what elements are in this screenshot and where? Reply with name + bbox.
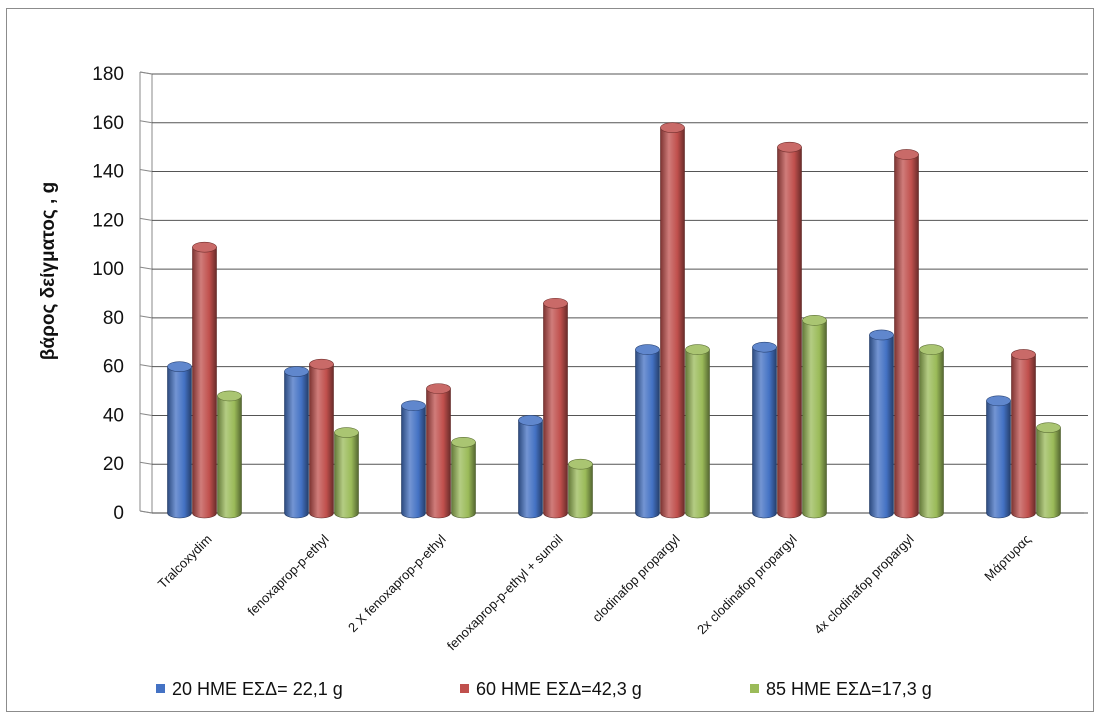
x-category-label: Tralcoxydim xyxy=(155,532,215,592)
legend-item: 85 ΗΜΕ ΕΣΔ=17,3 g xyxy=(750,679,932,699)
bar xyxy=(217,390,242,519)
x-category-label: 2x clodinafop propargyl xyxy=(694,531,800,637)
legend-item: 20 ΗΜΕ ΕΣΔ= 22,1 g xyxy=(156,679,343,699)
legend-swatch xyxy=(156,684,165,693)
bar xyxy=(334,427,359,519)
y-tick-label: 60 xyxy=(103,357,124,378)
legend-label: 20 ΗΜΕ ΕΣΔ= 22,1 g xyxy=(172,679,343,699)
bar xyxy=(426,383,451,519)
legend-label: 60 ΗΜΕ ΕΣΔ=42,3 g xyxy=(476,679,642,699)
bar xyxy=(568,458,593,519)
y-tick-label: 160 xyxy=(92,113,124,134)
legend-label: 85 ΗΜΕ ΕΣΔ=17,3 g xyxy=(766,679,932,699)
legend-swatch xyxy=(750,684,759,693)
y-tick-label: 120 xyxy=(92,210,124,231)
bar xyxy=(167,361,192,519)
bars xyxy=(167,122,1061,519)
y-tick-label: 40 xyxy=(103,405,124,426)
legend-swatch xyxy=(460,684,469,693)
y-axis-ticks: 0 20 40 60 80 100 120 140 160 180 xyxy=(92,64,124,524)
y-tick-label: 20 xyxy=(103,454,124,475)
bar xyxy=(869,329,894,519)
bar xyxy=(894,149,919,519)
bar xyxy=(635,344,660,519)
bar xyxy=(919,344,944,519)
bar xyxy=(660,122,685,519)
y-tick-label: 80 xyxy=(103,308,124,329)
bar xyxy=(685,344,710,519)
bar xyxy=(986,395,1011,519)
bar xyxy=(401,400,426,519)
y-tick-label: 100 xyxy=(92,259,124,280)
bar xyxy=(777,141,802,519)
x-category-label: 4x clodinafop propargyl xyxy=(811,531,917,637)
x-category-label: Μάρτυρας xyxy=(981,532,1033,584)
bar xyxy=(543,297,568,519)
bar xyxy=(1011,349,1036,519)
x-axis-categories: Tralcoxydim fenoxaprop-p-ethyl 2 X fenoxap… xyxy=(155,531,1034,653)
legend: 20 ΗΜΕ ΕΣΔ= 22,1 g 60 ΗΜΕ ΕΣΔ=42,3 g 85 ΗΜ… xyxy=(156,679,932,699)
y-tick-label: 140 xyxy=(92,162,124,183)
legend-item: 60 ΗΜΕ ΕΣΔ=42,3 g xyxy=(460,679,642,699)
y-tick-label: 180 xyxy=(92,64,124,85)
bar xyxy=(752,341,777,519)
bar xyxy=(284,366,309,519)
x-category-label: clodinafop propargyl xyxy=(589,531,682,624)
x-category-label: 2 X fenoxaprop-p-ethyl xyxy=(345,531,449,635)
y-axis-label: βάρος δείγματος , g xyxy=(38,182,59,360)
bar xyxy=(518,415,543,519)
bar xyxy=(451,436,476,519)
y-tick-label: 0 xyxy=(113,503,124,524)
x-category-label: fenoxaprop-p-ethyl + sunoil xyxy=(444,531,566,653)
bar xyxy=(192,241,217,519)
x-category-label: fenoxaprop-p-ethyl xyxy=(244,531,331,618)
plot-walls xyxy=(139,71,1088,514)
bar xyxy=(1036,422,1061,519)
bar xyxy=(802,315,827,519)
bar xyxy=(309,358,334,519)
